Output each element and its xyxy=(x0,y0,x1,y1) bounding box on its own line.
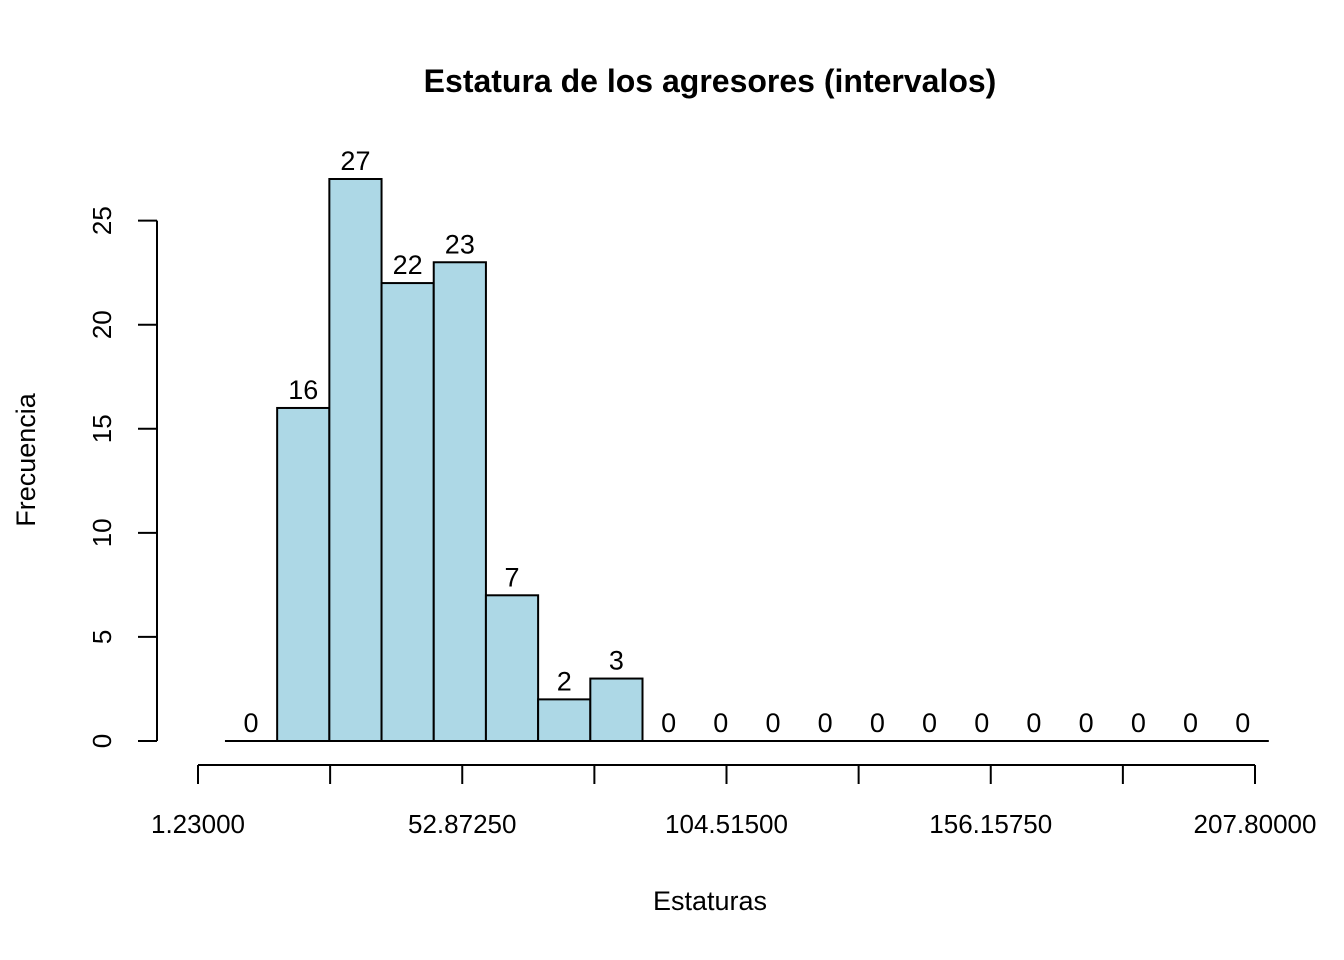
y-tick-label: 0 xyxy=(87,734,117,748)
bar-count-label: 23 xyxy=(445,229,475,259)
bar-count-label: 0 xyxy=(922,708,937,738)
chart-title: Estatura de los agresores (intervalos) xyxy=(424,63,997,99)
bar-count-label: 0 xyxy=(1235,708,1250,738)
x-axis-label: Estaturas xyxy=(653,886,767,916)
bar-count-label: 16 xyxy=(288,375,318,405)
x-tick-label: 52.87250 xyxy=(408,809,516,839)
bar-count-label: 0 xyxy=(244,708,259,738)
bar-count-label: 0 xyxy=(1079,708,1094,738)
y-tick-label: 5 xyxy=(87,630,117,644)
x-tick-label: 207.80000 xyxy=(1194,809,1317,839)
y-tick-label: 10 xyxy=(87,518,117,547)
histogram-bar xyxy=(589,677,644,742)
bar-count-label: 0 xyxy=(1026,708,1041,738)
y-tick-label: 20 xyxy=(87,310,117,339)
histogram-bar xyxy=(484,594,540,743)
bar-count-label: 0 xyxy=(713,708,728,738)
bar-count-label: 7 xyxy=(505,562,520,592)
y-axis-label: Frecuencia xyxy=(11,392,41,527)
bar-count-label: 3 xyxy=(609,646,624,676)
bar-count-label: 22 xyxy=(393,250,423,280)
y-axis: 0 5 10 15 20 25 xyxy=(87,206,158,748)
y-tick-label: 15 xyxy=(87,414,117,443)
histogram-bar xyxy=(432,261,487,742)
bar-count-label: 0 xyxy=(818,708,833,738)
histogram-bar xyxy=(537,698,592,742)
bar-count-label: 2 xyxy=(557,666,572,696)
x-tick-label: 104.51500 xyxy=(665,809,788,839)
histogram-bar xyxy=(328,178,383,742)
x-tick-label: 1.23000 xyxy=(151,809,245,839)
histogram-bar xyxy=(276,406,331,742)
x-tick-label: 156.15750 xyxy=(929,809,1052,839)
bar-count-label: 0 xyxy=(870,708,885,738)
bars-group xyxy=(224,178,1269,743)
bar-count-label: 27 xyxy=(340,146,370,176)
x-axis: 1.23000 52.87250 104.51500 156.15750 207.800… xyxy=(151,764,1317,839)
bar-count-label: 0 xyxy=(1183,708,1198,738)
bar-count-label: 0 xyxy=(974,708,989,738)
y-tick-label: 25 xyxy=(87,206,117,235)
bar-count-label: 0 xyxy=(1131,708,1146,738)
bar-count-label: 0 xyxy=(661,708,676,738)
bar-count-label: 0 xyxy=(765,708,780,738)
histogram-bar xyxy=(380,282,435,742)
